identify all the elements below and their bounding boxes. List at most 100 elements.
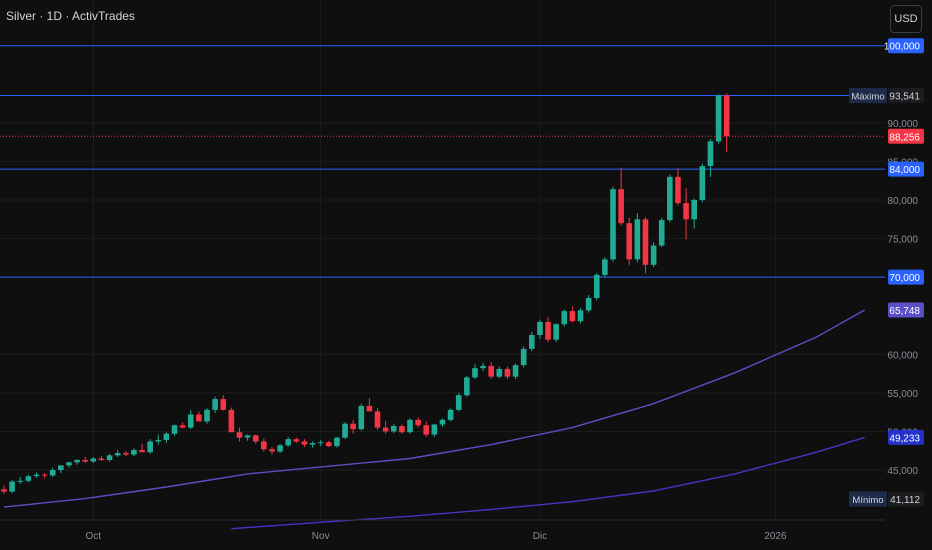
- candle: [593, 273, 600, 301]
- candle-body: [220, 399, 227, 410]
- candle: [488, 362, 494, 379]
- candles[interactable]: [1, 93, 730, 494]
- candle: [626, 217, 633, 265]
- candle: [147, 439, 153, 454]
- candle-body: [90, 458, 97, 462]
- candle: [723, 93, 730, 153]
- candle-body: [439, 419, 446, 425]
- candle-body: [610, 189, 616, 260]
- level-price-tag-bg: [888, 38, 924, 54]
- candle-body: [358, 405, 365, 430]
- candle-body: [252, 435, 259, 442]
- candle-body: [123, 453, 129, 455]
- horizontal-levels[interactable]: [0, 45, 885, 278]
- candle-body: [9, 481, 15, 492]
- candle: [447, 408, 454, 422]
- candle: [407, 418, 413, 434]
- candle-body: [529, 335, 535, 349]
- candle: [25, 474, 32, 483]
- max-marker-value: 93,541: [889, 92, 920, 103]
- candle-body: [602, 259, 608, 275]
- candle: [699, 163, 706, 203]
- candle-body: [472, 368, 478, 378]
- candle: [545, 317, 551, 342]
- candle-body: [512, 365, 519, 377]
- candle-body: [715, 95, 722, 142]
- candle: [82, 456, 88, 464]
- candle: [675, 168, 681, 206]
- candle: [390, 423, 397, 433]
- price-axis[interactable]: 45,00050,00055,00060,00075,00080,00085,0…: [849, 38, 924, 507]
- candle: [658, 217, 665, 248]
- min-marker-bg: [849, 491, 887, 507]
- candle: [520, 346, 527, 368]
- candle: [366, 398, 373, 412]
- candle-body: [553, 324, 559, 340]
- candle-body: [277, 445, 283, 452]
- candle: [569, 306, 576, 323]
- candle: [504, 366, 511, 379]
- ma-line-fast: [3, 309, 866, 508]
- candle-body: [415, 419, 421, 426]
- candle-body: [131, 449, 137, 455]
- y-tick-label: 45,000: [887, 466, 918, 477]
- candle-body: [447, 409, 454, 420]
- candle-body: [187, 414, 194, 428]
- candle-body: [366, 405, 373, 412]
- candle-body: [66, 462, 72, 466]
- candle: [350, 419, 356, 434]
- max-marker-bg: [849, 88, 887, 104]
- candle-body: [82, 459, 88, 462]
- candle-body: [301, 441, 308, 445]
- candle-body: [634, 219, 641, 260]
- candle: [309, 441, 316, 448]
- max-marker-value-bg: [888, 88, 924, 104]
- ma-fast-tag: 65,748: [889, 306, 920, 317]
- candle-body: [390, 426, 397, 432]
- candle-body: [106, 455, 113, 460]
- y-tick-label: 90,000: [887, 119, 918, 130]
- candle: [472, 364, 478, 379]
- candle: [49, 467, 56, 477]
- candle-body: [545, 321, 551, 340]
- candle-body: [650, 245, 657, 265]
- candle-body: [25, 476, 32, 481]
- currency-button[interactable]: USD: [890, 5, 922, 33]
- candle: [139, 443, 145, 453]
- candle-body: [577, 310, 584, 322]
- candle-body: [309, 443, 316, 445]
- candle-body: [723, 95, 730, 137]
- candle: [163, 432, 170, 444]
- candle-body: [17, 480, 24, 482]
- candle-body: [455, 395, 462, 410]
- candle-body: [585, 297, 592, 311]
- time-axis[interactable]: Oct Nov Dic 2026: [0, 519, 885, 542]
- candle: [634, 213, 641, 263]
- candle: [415, 417, 421, 428]
- candle: [399, 424, 405, 434]
- candle: [261, 438, 267, 452]
- y-tick-label: 80,000: [887, 196, 918, 207]
- candle-body: [699, 166, 706, 200]
- candle: [667, 174, 673, 223]
- candle: [252, 434, 259, 444]
- candle-body: [74, 459, 80, 463]
- candle: [683, 188, 689, 240]
- candle-body: [293, 439, 300, 442]
- candle-body: [480, 365, 486, 369]
- candle-body: [236, 432, 243, 438]
- candle-body: [618, 189, 624, 224]
- candle-body: [431, 424, 438, 435]
- ma-fast-tag-bg: [888, 302, 924, 318]
- candle: [553, 323, 559, 342]
- candle: [58, 465, 64, 474]
- candle: [41, 473, 48, 479]
- candle-body: [642, 219, 649, 265]
- candle-body: [244, 435, 251, 438]
- level-price-tag-bg: [888, 269, 924, 285]
- candle-body: [163, 433, 170, 440]
- candle-body: [114, 453, 121, 456]
- y-tick-label: 55,000: [887, 389, 918, 400]
